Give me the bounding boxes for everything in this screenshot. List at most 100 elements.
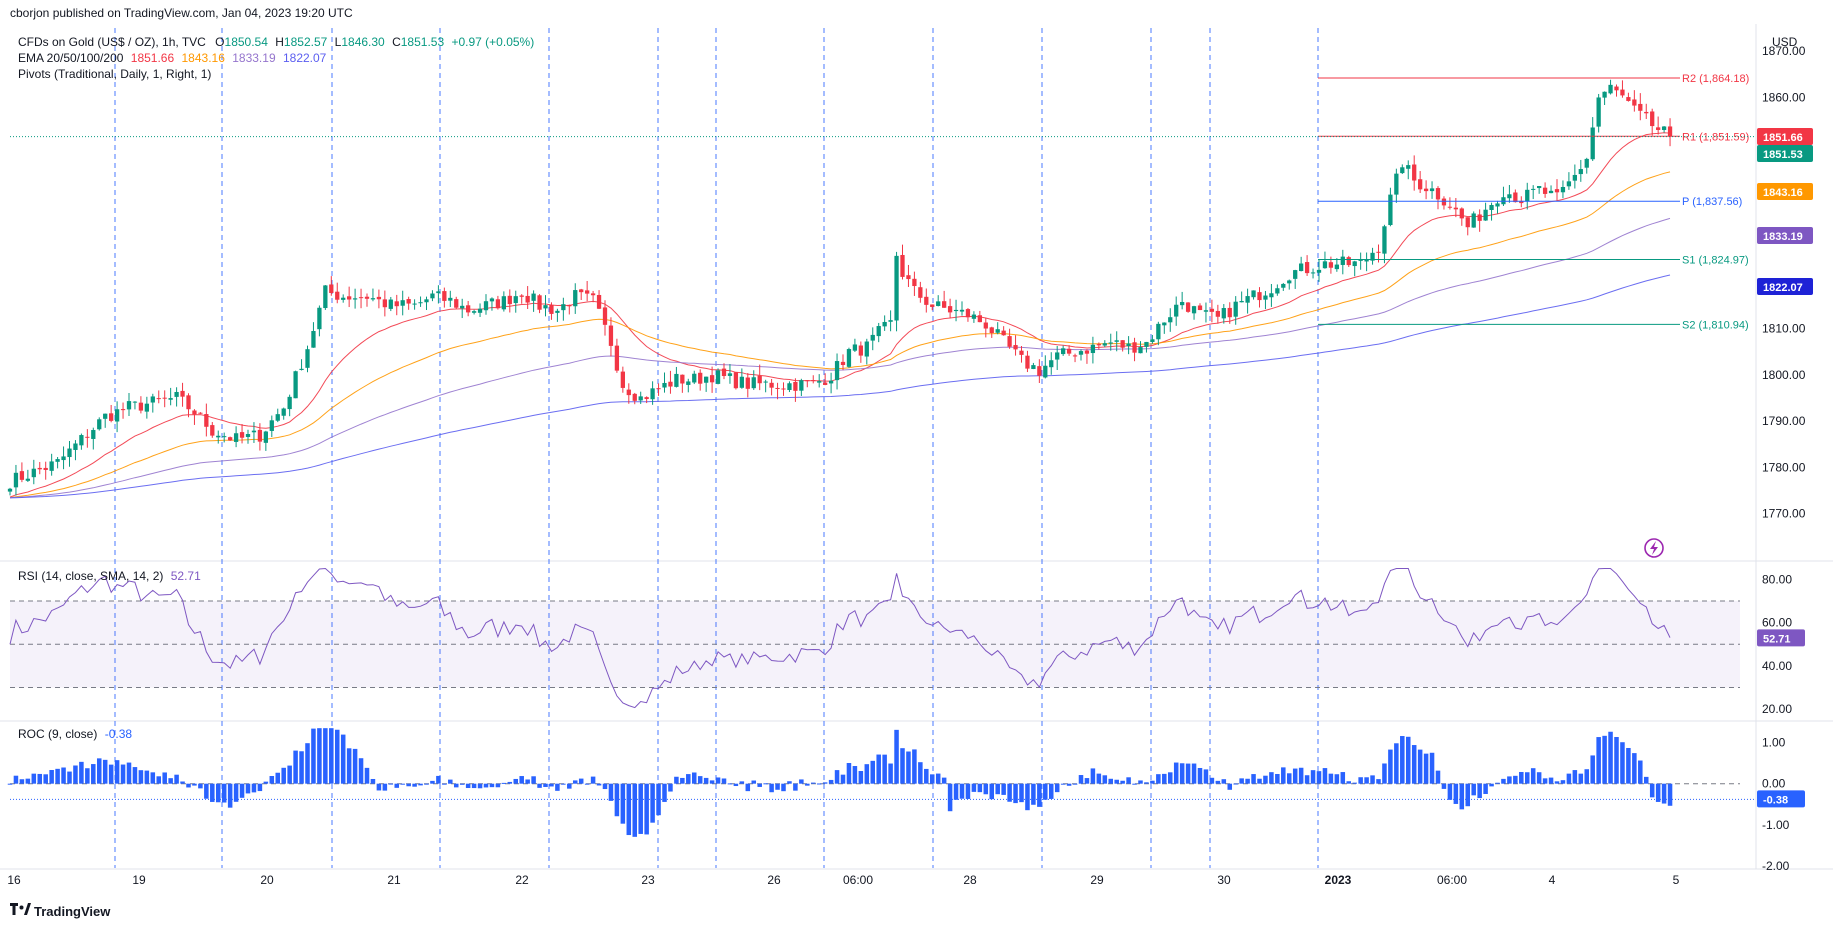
roc-bar <box>590 776 596 784</box>
roc-bar <box>430 780 435 784</box>
candle <box>174 387 179 407</box>
roc-bar <box>1632 753 1637 784</box>
candle <box>1667 118 1673 147</box>
roc-bar <box>1501 778 1506 784</box>
rsi-last: 52.71 <box>171 569 201 583</box>
roc-bar <box>1197 767 1203 784</box>
roc-bar <box>406 783 411 787</box>
roc-bar <box>281 767 286 784</box>
candle-body <box>370 298 376 300</box>
candle-body <box>596 294 602 309</box>
candle <box>489 297 495 311</box>
roc-bar <box>751 780 757 784</box>
candle <box>442 287 447 308</box>
candle <box>1352 260 1357 277</box>
roc-bar <box>626 783 632 836</box>
candle <box>1215 304 1220 324</box>
roc-bar <box>1144 782 1149 784</box>
candle <box>531 290 536 312</box>
candle-body <box>352 298 358 300</box>
candle <box>882 315 887 331</box>
candle-body <box>751 377 756 389</box>
candle <box>983 317 988 338</box>
candle-body <box>1037 366 1042 376</box>
candle <box>906 264 911 287</box>
roc-bar <box>1257 778 1262 784</box>
candle <box>1650 108 1655 136</box>
candle <box>180 382 185 407</box>
candle <box>460 298 465 319</box>
candle-body <box>156 398 161 400</box>
candle <box>626 383 631 404</box>
roc-bar <box>1025 783 1030 811</box>
candle <box>995 322 1000 335</box>
price-pane[interactable]: R2 (1,864.18) R1 (1,851.59) P (1,837.56) S1… <box>7 73 1756 499</box>
candle <box>210 422 215 438</box>
roc-bar <box>1334 774 1340 784</box>
roc-bar <box>1048 783 1054 799</box>
candle-body <box>67 448 72 458</box>
roc-bar <box>1013 783 1018 804</box>
price-tick-label: 1860.00 <box>1762 90 1806 104</box>
candle-body <box>507 295 512 305</box>
roc-bar <box>662 783 667 802</box>
candle-body <box>906 275 911 280</box>
candle <box>698 369 703 391</box>
candle <box>1590 117 1595 161</box>
candle <box>709 366 715 393</box>
candle <box>781 382 786 396</box>
candle-body <box>1596 97 1601 127</box>
candle <box>733 372 739 390</box>
candle <box>1340 249 1345 275</box>
roc-bar <box>424 783 429 785</box>
candle <box>103 413 108 428</box>
candle <box>67 440 72 467</box>
roc-bar <box>483 783 489 788</box>
roc-bar <box>7 783 13 785</box>
candle <box>519 294 524 304</box>
rsi-line <box>9 567 1671 709</box>
candle-body <box>1388 194 1393 226</box>
roc-bar <box>1090 768 1096 784</box>
candle <box>1423 180 1429 200</box>
lightning-alert-icon[interactable] <box>1644 538 1664 558</box>
candle-body <box>109 413 114 421</box>
candle <box>1334 258 1339 272</box>
candle-body <box>49 461 54 471</box>
candle-body <box>828 380 834 384</box>
roc-bar <box>1614 736 1619 784</box>
candle <box>864 338 869 365</box>
roc-bar <box>1078 775 1084 784</box>
candle-body <box>25 478 30 481</box>
candle-body <box>31 468 36 478</box>
candle-body <box>959 309 965 312</box>
roc-bar <box>1037 783 1042 807</box>
candle-body <box>983 322 988 329</box>
candle-body <box>1418 179 1423 190</box>
rsi-pane[interactable]: 52.71 <box>9 567 1805 709</box>
candle <box>317 305 322 337</box>
roc-pane[interactable]: -0.38 <box>7 728 1805 837</box>
candle-body <box>198 412 203 414</box>
roc-bar <box>79 761 84 784</box>
candle-body <box>1185 302 1191 312</box>
roc-bar <box>1173 762 1179 784</box>
roc-bar <box>13 775 19 784</box>
candle <box>1614 84 1619 97</box>
roc-bar <box>400 783 405 785</box>
candle <box>1221 304 1226 324</box>
candle-body <box>1531 188 1536 190</box>
candle <box>388 296 393 312</box>
roc-bar <box>561 783 566 785</box>
roc-bar <box>1364 777 1369 784</box>
roc-bar <box>465 783 471 789</box>
candle-body <box>222 436 227 438</box>
time-tick-label: 2023 <box>1325 873 1352 887</box>
candle <box>715 368 721 385</box>
candle <box>192 409 197 425</box>
roc-bar <box>745 783 751 792</box>
roc-bar <box>864 764 870 784</box>
roc-bar <box>1322 768 1328 784</box>
